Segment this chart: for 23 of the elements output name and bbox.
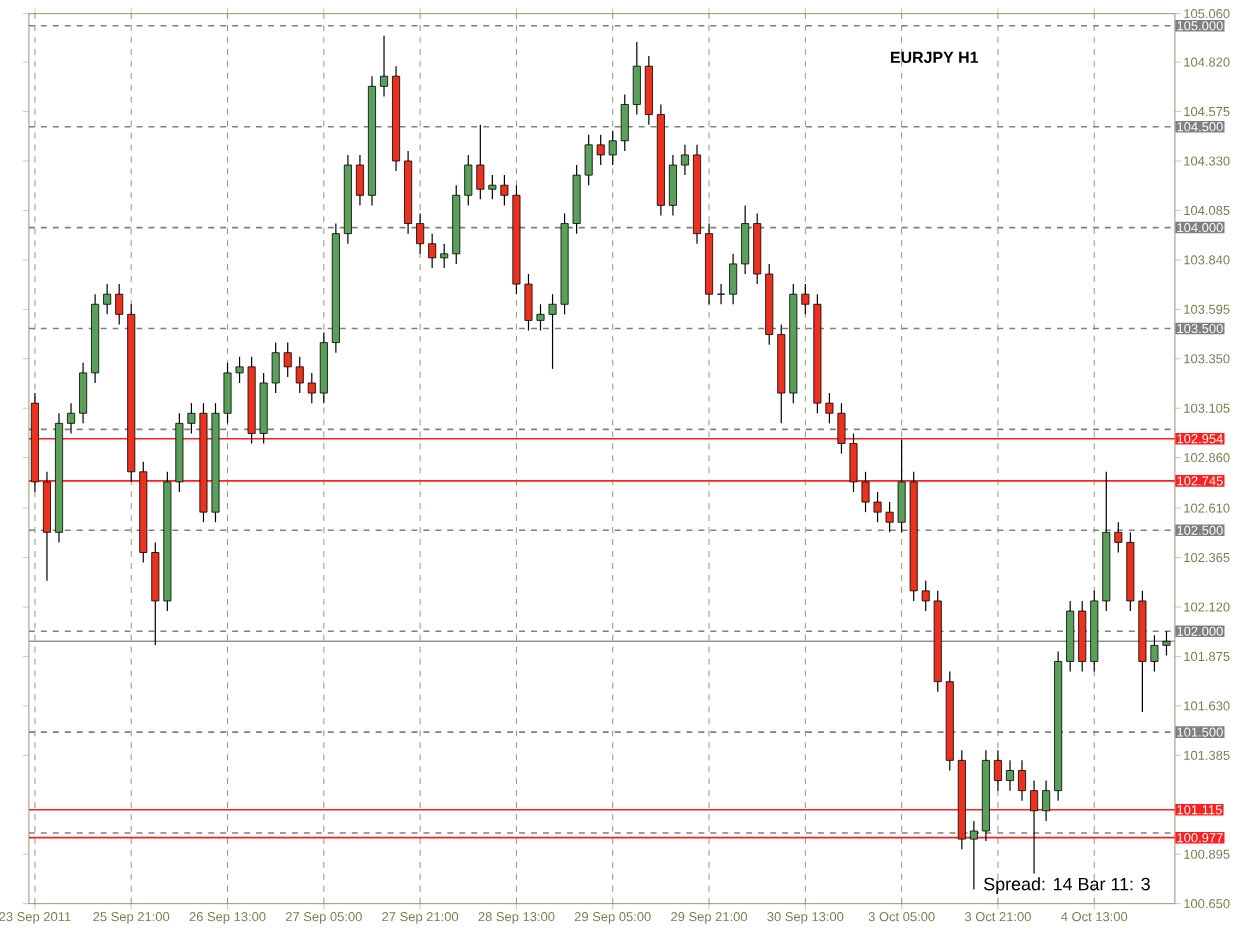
- candlestick: [1018, 759, 1027, 802]
- candlestick: [1042, 779, 1051, 822]
- annotation: Spread: 14 Bar 11: 3: [984, 877, 1150, 894]
- candlestick: [355, 154, 364, 206]
- candlestick: [115, 283, 124, 326]
- candlestick: [969, 820, 978, 891]
- candlestick: [307, 372, 316, 404]
- candlestick: [428, 233, 437, 269]
- candlestick: [741, 204, 750, 275]
- candlestick: [79, 362, 88, 424]
- candlestick: [103, 283, 112, 315]
- candlestick: [620, 93, 629, 152]
- candlestick: [1005, 759, 1014, 792]
- candlestick: [416, 212, 425, 255]
- candlestick: [380, 35, 389, 98]
- candlestick: [632, 41, 641, 116]
- candlestick: [668, 154, 677, 217]
- candlestick: [1030, 779, 1039, 874]
- candlestick: [440, 243, 449, 269]
- candlestick: [680, 144, 689, 176]
- candlestick: [729, 253, 738, 305]
- candlestick: [993, 749, 1002, 792]
- candlestick: [67, 402, 76, 435]
